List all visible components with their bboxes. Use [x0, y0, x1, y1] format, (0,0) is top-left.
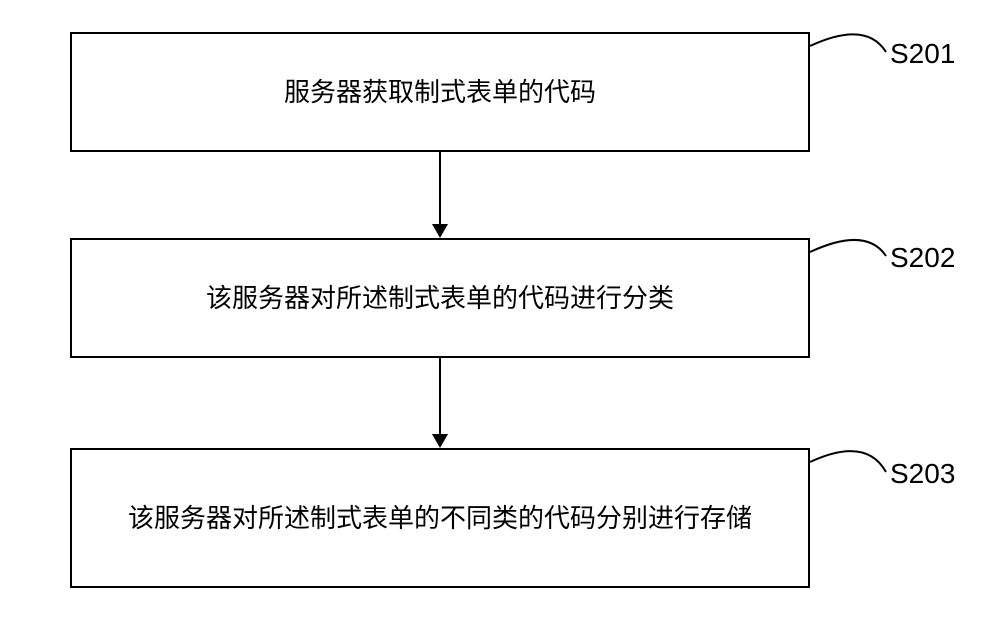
- flowchart-canvas: 服务器获取制式表单的代码该服务器对所述制式表单的代码进行分类该服务器对所述制式表…: [0, 0, 1000, 628]
- callout-2: [0, 0, 1000, 628]
